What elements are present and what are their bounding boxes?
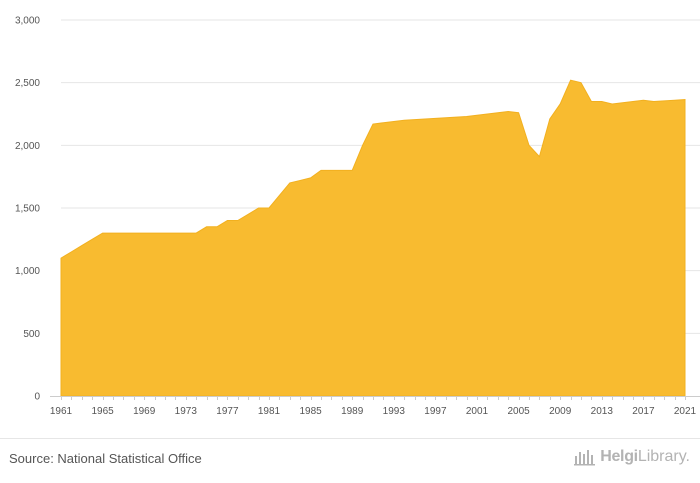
x-tick-label: 2009 bbox=[549, 406, 572, 417]
x-tick-label: 2021 bbox=[674, 406, 697, 417]
y-tick-label: 1,500 bbox=[15, 204, 40, 215]
y-tick-label: 0 bbox=[34, 392, 40, 403]
x-tick-label: 2001 bbox=[466, 406, 489, 417]
y-tick-label: 3,000 bbox=[15, 16, 40, 27]
brand-sub: Library. bbox=[637, 448, 690, 465]
area-fill bbox=[60, 79, 686, 397]
x-tick-label: 2013 bbox=[591, 406, 614, 417]
y-tick-label: 1,000 bbox=[15, 266, 40, 277]
x-tick-label: 1993 bbox=[383, 406, 406, 417]
footer-divider bbox=[0, 438, 700, 439]
area-series bbox=[60, 79, 686, 397]
source-note: Source: National Statistical Office bbox=[9, 451, 202, 466]
area-chart: 1961 1965 1969 1973 1977 1981 1985 1989 1993 1997… bbox=[15, 16, 700, 417]
helgi-library-icon bbox=[574, 450, 596, 466]
x-tick-label: 1965 bbox=[91, 406, 114, 417]
y-tick-label: 500 bbox=[23, 329, 40, 340]
brand-logo[interactable]: Helgi Library. bbox=[574, 448, 690, 466]
x-tick-label: 1977 bbox=[216, 406, 239, 417]
x-tick-label: 1969 bbox=[133, 406, 156, 417]
x-tick-label: 1961 bbox=[50, 406, 73, 417]
y-tick-label: 2,000 bbox=[15, 141, 40, 152]
x-axis: 1961 1965 1969 1973 1977 1981 1985 1989 1993 1997… bbox=[50, 396, 700, 417]
x-tick-label: 2017 bbox=[632, 406, 655, 417]
x-tick-label: 1985 bbox=[299, 406, 322, 417]
brand-name: Helgi bbox=[600, 448, 638, 465]
y-axis: 0 500 1,000 1,500 2,000 2,500 3,000 bbox=[15, 16, 40, 403]
x-tick-label: 1973 bbox=[175, 406, 198, 417]
y-tick-label: 2,500 bbox=[15, 78, 40, 89]
x-tick-label: 1997 bbox=[424, 406, 447, 417]
x-tick-label: 2005 bbox=[507, 406, 530, 417]
x-tick-label: 1989 bbox=[341, 406, 364, 417]
x-tick-label: 1981 bbox=[258, 406, 281, 417]
